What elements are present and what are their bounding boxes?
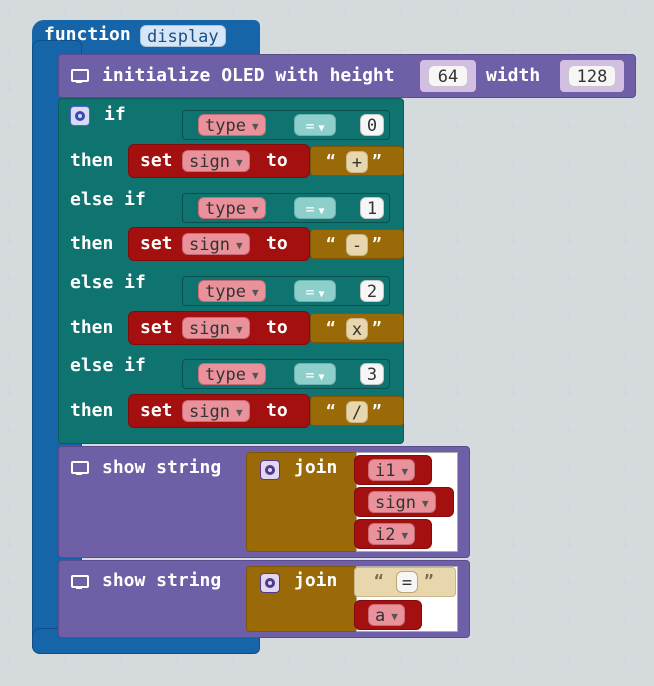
- compare-var-dropdown-2[interactable]: type ▼: [198, 280, 266, 302]
- compare-op-dropdown-3[interactable]: = ▼: [294, 363, 336, 385]
- join-item-3-dropdown[interactable]: i2 ▼: [368, 523, 416, 545]
- set-target-dropdown-1[interactable]: sign ▼: [182, 233, 250, 255]
- to-label: to: [266, 317, 288, 338]
- set-label: set: [140, 317, 173, 338]
- set-label: set: [140, 150, 173, 171]
- compare-value-2[interactable]: 2: [360, 280, 384, 302]
- close-quote: ”: [372, 318, 382, 337]
- compare-var-dropdown-0[interactable]: type ▼: [198, 114, 266, 136]
- then-label: then: [70, 150, 114, 171]
- string-value-3[interactable]: /: [346, 401, 368, 423]
- compare-value-0[interactable]: 0: [360, 114, 384, 136]
- monitor-icon: [70, 574, 89, 590]
- close-quote: ”: [372, 151, 382, 170]
- string-value-0[interactable]: +: [346, 151, 368, 173]
- join-label-1: join: [294, 457, 338, 478]
- compare-var-dropdown-3[interactable]: type ▼: [198, 363, 266, 385]
- width-value[interactable]: 128: [568, 65, 616, 87]
- then-label: then: [70, 317, 114, 338]
- if-label: if: [104, 104, 126, 125]
- join-mutator-gear-icon-2[interactable]: [260, 573, 280, 593]
- join-label-2: join: [294, 570, 338, 591]
- compare-value-3[interactable]: 3: [360, 363, 384, 385]
- set-label: set: [140, 400, 173, 421]
- function-keyword: function: [44, 24, 131, 45]
- open-quote: “: [326, 401, 336, 420]
- to-label: to: [266, 233, 288, 254]
- set-target-dropdown-0[interactable]: sign ▼: [182, 150, 250, 172]
- open-quote: “: [374, 571, 384, 590]
- to-label: to: [266, 400, 288, 421]
- monitor-icon: [70, 460, 89, 476]
- if-mutator-gear-icon[interactable]: [70, 106, 90, 126]
- string-value-1[interactable]: -: [346, 234, 368, 256]
- join-item-1-dropdown[interactable]: i1 ▼: [368, 459, 416, 481]
- then-label: then: [70, 400, 114, 421]
- join-item-2-dropdown[interactable]: sign ▼: [368, 491, 436, 513]
- set-label: set: [140, 233, 173, 254]
- oled-init-label: initialize OLED with height: [102, 65, 395, 86]
- close-quote: ”: [372, 234, 382, 253]
- monitor-icon: [70, 68, 89, 84]
- oled-init-block[interactable]: [58, 54, 636, 98]
- show-string-label-2: show string: [102, 570, 222, 591]
- set-target-dropdown-3[interactable]: sign ▼: [182, 400, 250, 422]
- else-if-label: else if: [70, 272, 146, 293]
- compare-var-dropdown-1[interactable]: type ▼: [198, 197, 266, 219]
- close-quote: ”: [424, 571, 434, 590]
- width-label: width: [486, 65, 541, 86]
- compare-value-1[interactable]: 1: [360, 197, 384, 219]
- set-target-dropdown-2[interactable]: sign ▼: [182, 317, 250, 339]
- compare-op-dropdown-1[interactable]: = ▼: [294, 197, 336, 219]
- string-value-2[interactable]: x: [346, 318, 368, 340]
- else-if-label: else if: [70, 189, 146, 210]
- open-quote: “: [326, 318, 336, 337]
- join-string-value[interactable]: =: [396, 571, 418, 593]
- close-quote: ”: [372, 401, 382, 420]
- join-item-a-dropdown[interactable]: a ▼: [368, 604, 405, 626]
- join-mutator-gear-icon-1[interactable]: [260, 460, 280, 480]
- open-quote: “: [326, 151, 336, 170]
- else-if-label: else if: [70, 355, 146, 376]
- to-label: to: [266, 150, 288, 171]
- show-string-label-1: show string: [102, 457, 222, 478]
- compare-op-dropdown-2[interactable]: = ▼: [294, 280, 336, 302]
- then-label: then: [70, 233, 114, 254]
- height-value[interactable]: 64: [428, 65, 468, 87]
- compare-op-dropdown-0[interactable]: = ▼: [294, 114, 336, 136]
- open-quote: “: [326, 234, 336, 253]
- function-name-field[interactable]: display: [140, 25, 226, 47]
